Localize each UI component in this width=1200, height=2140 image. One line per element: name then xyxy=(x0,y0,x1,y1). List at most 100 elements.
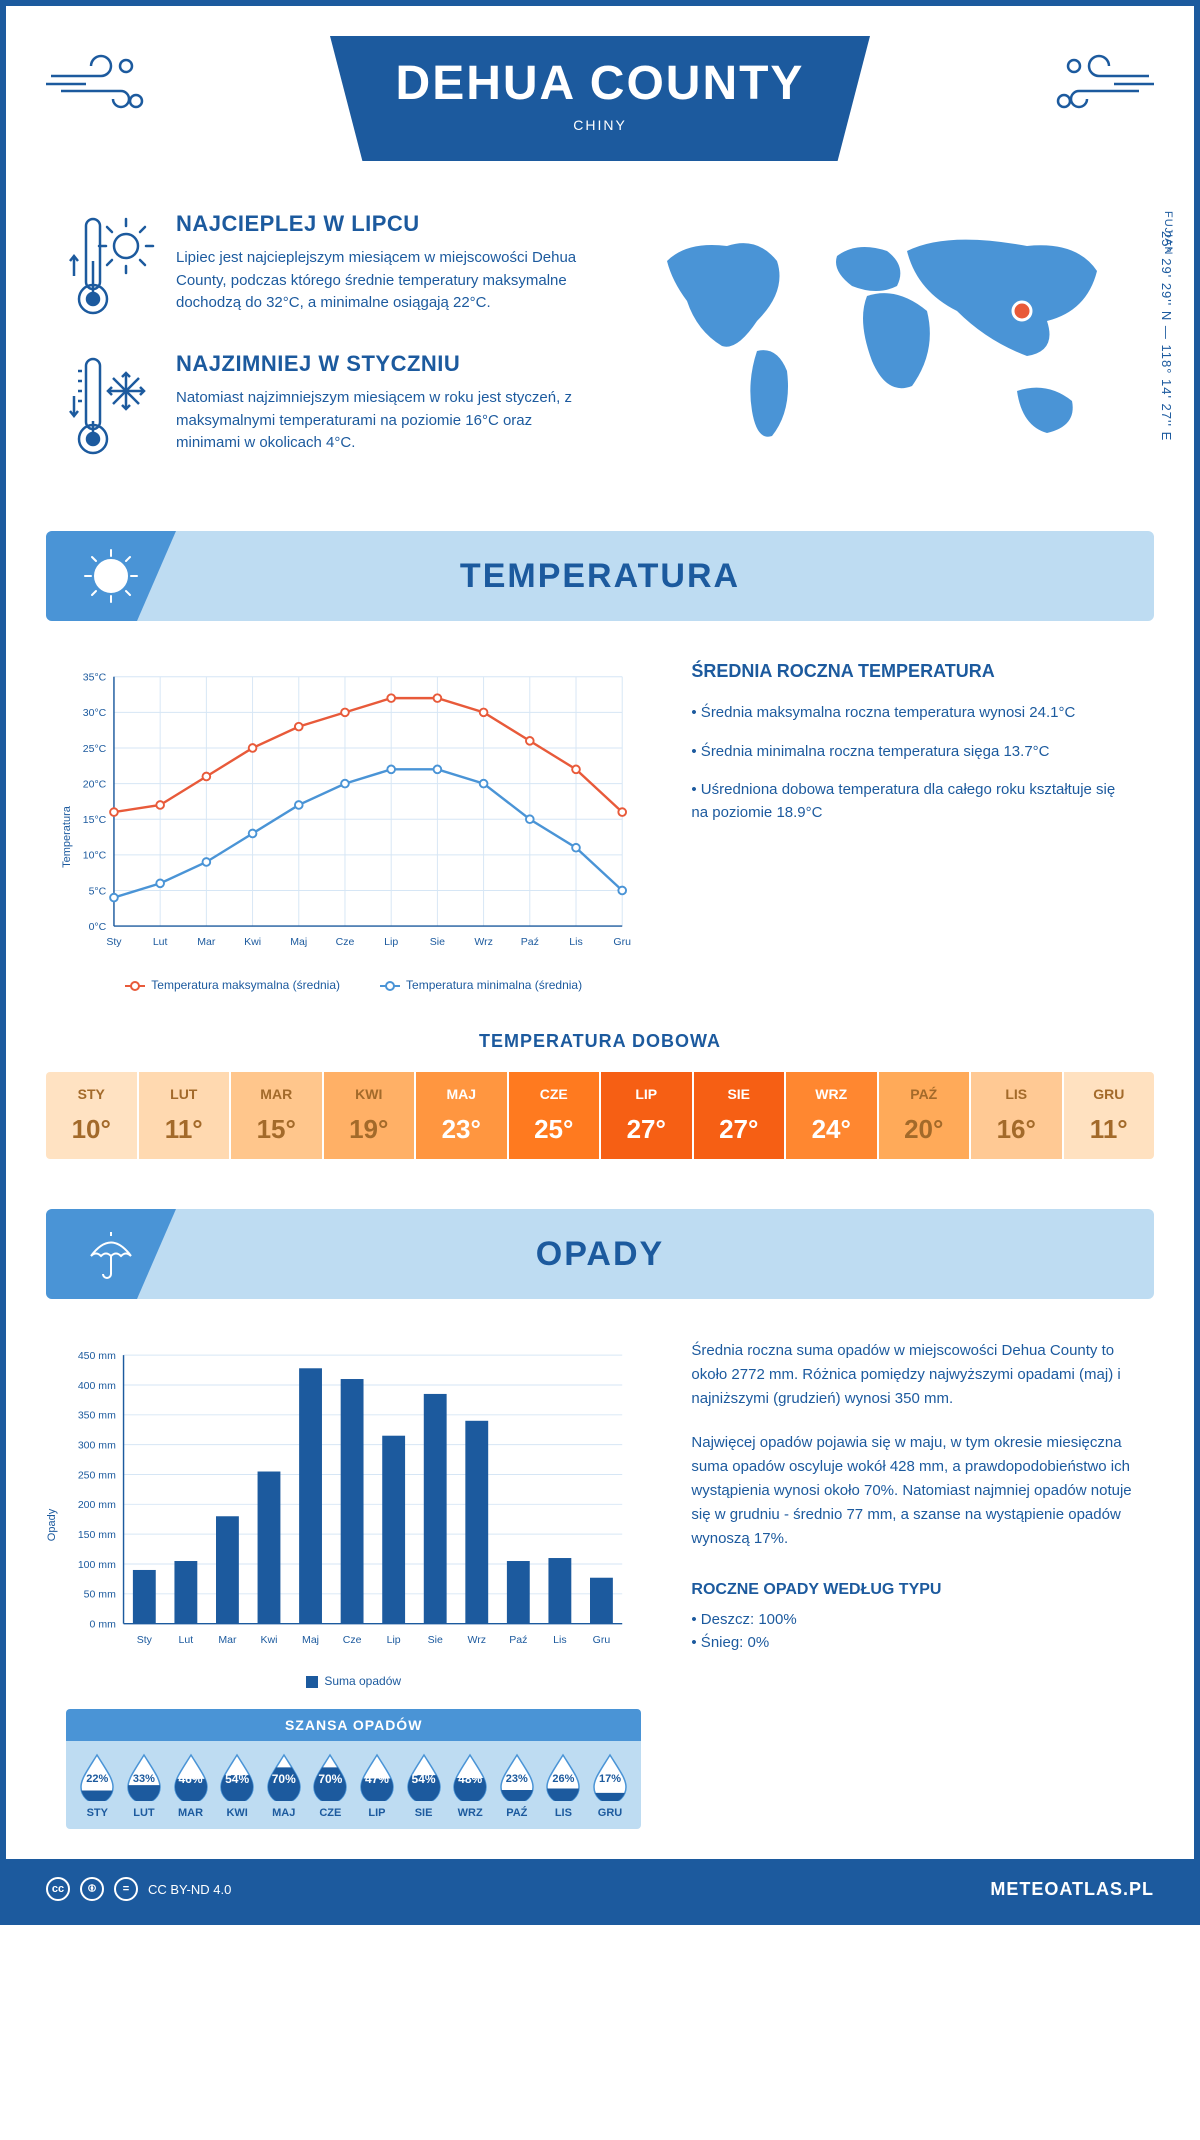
temp-cell: MAJ23° xyxy=(416,1072,509,1159)
title-banner: DEHUA COUNTY CHINY xyxy=(330,36,870,161)
precip-para: Średnia roczna suma opadów w miejscowośc… xyxy=(691,1339,1134,1411)
section-title: OPADY xyxy=(536,1235,664,1274)
temp-cell: WRZ24° xyxy=(786,1072,879,1159)
y-axis-label: Temperatura xyxy=(61,806,73,868)
section-title: TEMPERATURA xyxy=(460,557,740,596)
precipitation-section-header: OPADY xyxy=(46,1209,1154,1299)
temp-bullet: • Średnia minimalna roczna temperatura s… xyxy=(691,741,1134,764)
chart-legend: Temperatura maksymalna (średnia) Tempera… xyxy=(66,978,641,992)
temperature-section: Temperatura 0°C5°C10°C15°C20°C25°C30°C35… xyxy=(6,621,1194,1031)
chance-cell: 22% STY xyxy=(74,1753,121,1819)
svg-text:400 mm: 400 mm xyxy=(78,1380,116,1392)
svg-text:25°C: 25°C xyxy=(83,743,107,755)
svg-text:20°C: 20°C xyxy=(83,778,107,790)
svg-text:Cze: Cze xyxy=(343,1634,362,1646)
info-row: NAJCIEPLEJ W LIPCU Lipiec jest najcieple… xyxy=(6,201,1194,531)
svg-text:Lis: Lis xyxy=(553,1634,566,1646)
svg-text:100 mm: 100 mm xyxy=(78,1559,116,1571)
drop-icon: 54% xyxy=(404,1753,444,1801)
svg-text:250 mm: 250 mm xyxy=(78,1469,116,1481)
cold-month-text: Natomiast najzimniejszym miesiącem w rok… xyxy=(176,387,580,455)
chance-cell: 46% MAR xyxy=(167,1753,214,1819)
svg-text:Kwi: Kwi xyxy=(260,1634,277,1646)
svg-text:Kwi: Kwi xyxy=(244,936,261,948)
drop-icon: 48% xyxy=(450,1753,490,1801)
drop-icon: 46% xyxy=(171,1753,211,1801)
temp-cell: KWI19° xyxy=(324,1072,417,1159)
temp-cell: STY10° xyxy=(46,1072,139,1159)
svg-text:0 mm: 0 mm xyxy=(90,1619,117,1631)
chance-title: SZANSA OPADÓW xyxy=(66,1709,641,1741)
temp-bullet: • Średnia maksymalna roczna temperatura … xyxy=(691,702,1134,725)
chance-cell: 48% WRZ xyxy=(447,1753,494,1819)
svg-text:Maj: Maj xyxy=(302,1634,319,1646)
precipitation-section: Opady 0 mm 50 mm 100 mm 150 mm 200 mm 250 mm 3… xyxy=(6,1299,1194,1859)
chance-cell: 23% PAŹ xyxy=(493,1753,540,1819)
svg-text:50 mm: 50 mm xyxy=(84,1589,116,1601)
drop-icon: 26% xyxy=(543,1753,583,1801)
precipitation-chance-table: SZANSA OPADÓW 22% STY 33% LU xyxy=(66,1709,641,1829)
precipitation-info: Średnia roczna suma opadów w miejscowośc… xyxy=(691,1339,1134,1829)
chance-cell: 54% SIE xyxy=(400,1753,447,1819)
svg-text:Lut: Lut xyxy=(179,1634,194,1646)
chart-legend: Suma opadów xyxy=(66,1674,641,1688)
header: DEHUA COUNTY CHINY xyxy=(6,6,1194,201)
svg-text:Mar: Mar xyxy=(197,936,216,948)
location-subtitle: CHINY xyxy=(390,117,810,133)
svg-text:15°C: 15°C xyxy=(83,814,107,826)
svg-text:150 mm: 150 mm xyxy=(78,1529,116,1541)
world-map xyxy=(620,211,1134,471)
temperature-info: ŚREDNIA ROCZNA TEMPERATURA • Średnia mak… xyxy=(691,661,1134,1001)
legend-min: Temperatura minimalna (średnia) xyxy=(406,978,582,992)
cc-icon: cc xyxy=(46,1877,70,1901)
svg-text:Sty: Sty xyxy=(137,1634,153,1646)
svg-text:0°C: 0°C xyxy=(89,921,107,933)
svg-text:Lip: Lip xyxy=(387,1634,401,1646)
drop-icon: 23% xyxy=(497,1753,537,1801)
svg-text:Sie: Sie xyxy=(430,936,445,948)
temp-cell: PAŹ20° xyxy=(879,1072,972,1159)
drop-icon: 33% xyxy=(124,1753,164,1801)
temp-cell: LUT11° xyxy=(139,1072,232,1159)
svg-text:Mar: Mar xyxy=(218,1634,237,1646)
chance-cell: 70% CZE xyxy=(307,1753,354,1819)
temperature-line-chart: Temperatura 0°C5°C10°C15°C20°C25°C30°C35… xyxy=(66,661,641,1001)
drop-icon: 70% xyxy=(310,1753,350,1801)
temp-info-title: ŚREDNIA ROCZNA TEMPERATURA xyxy=(691,661,1134,682)
temp-cell: SIE27° xyxy=(694,1072,787,1159)
y-axis-label: Opady xyxy=(46,1509,58,1541)
chance-cell: 26% LIS xyxy=(540,1753,587,1819)
wind-icon xyxy=(46,46,156,131)
svg-text:Wrz: Wrz xyxy=(474,936,493,948)
svg-text:200 mm: 200 mm xyxy=(78,1499,116,1511)
svg-text:Paź: Paź xyxy=(509,1634,527,1646)
temp-cell: MAR15° xyxy=(231,1072,324,1159)
map-panel: FUJIAN 25° 29' 29'' N — 118° 14' 27'' E xyxy=(620,211,1134,491)
svg-text:35°C: 35°C xyxy=(83,672,107,684)
temp-cell: GRU11° xyxy=(1064,1072,1155,1159)
daily-temp-title: TEMPERATURA DOBOWA xyxy=(46,1031,1154,1052)
chance-cell: 54% KWI xyxy=(214,1753,261,1819)
svg-text:Maj: Maj xyxy=(290,936,307,948)
svg-text:Lut: Lut xyxy=(153,936,168,948)
svg-text:Lis: Lis xyxy=(569,936,582,948)
infographic-page: DEHUA COUNTY CHINY xyxy=(0,0,1200,1925)
svg-text:300 mm: 300 mm xyxy=(78,1439,116,1451)
temp-cell: LIP27° xyxy=(601,1072,694,1159)
wind-icon xyxy=(1044,46,1154,131)
location-title: DEHUA COUNTY xyxy=(390,56,810,111)
license-block: cc 🅯 = CC BY-ND 4.0 xyxy=(46,1877,231,1901)
precip-type-bullet: • Deszcz: 100% xyxy=(691,1611,1134,1628)
temp-cell: LIS16° xyxy=(971,1072,1064,1159)
svg-text:Sty: Sty xyxy=(106,936,122,948)
footer: cc 🅯 = CC BY-ND 4.0 METEOATLAS.PL xyxy=(6,1859,1194,1919)
svg-text:Lip: Lip xyxy=(384,936,398,948)
hot-month-block: NAJCIEPLEJ W LIPCU Lipiec jest najcieple… xyxy=(66,211,580,321)
chance-cell: 33% LUT xyxy=(121,1753,168,1819)
cold-month-block: NAJZIMNIEJ W STYCZNIU Natomiast najzimni… xyxy=(66,351,580,461)
precip-type-title: ROCZNE OPADY WEDŁUG TYPU xyxy=(691,1581,1134,1599)
svg-text:Cze: Cze xyxy=(336,936,355,948)
hot-month-title: NAJCIEPLEJ W LIPCU xyxy=(176,211,580,237)
by-icon: 🅯 xyxy=(80,1877,104,1901)
daily-temperature-table: TEMPERATURA DOBOWA STY10° LUT11° MAR15° … xyxy=(46,1031,1154,1159)
